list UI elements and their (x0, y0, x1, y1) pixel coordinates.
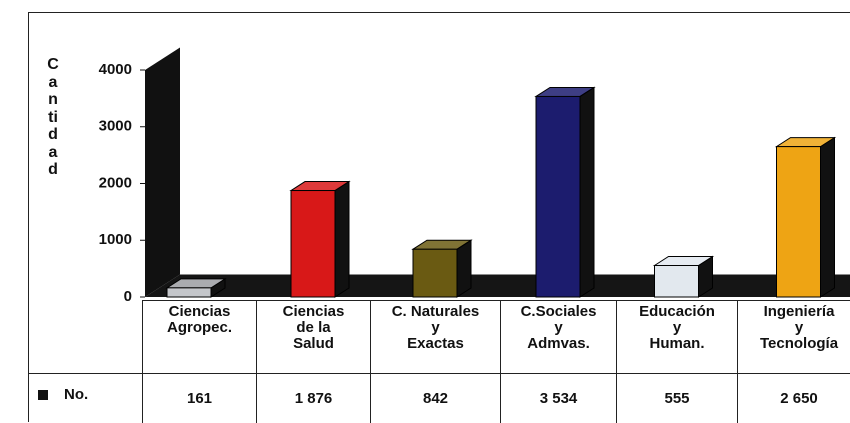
side-wall (145, 47, 180, 297)
value-label: 1 876 (256, 373, 370, 423)
value-label: 555 (616, 373, 737, 423)
legend-label: No. (64, 386, 89, 403)
category-label: Educación y Human. (616, 300, 737, 373)
bar-side (579, 86, 595, 298)
bar (654, 265, 699, 298)
category-label: C.Sociales y Admvas. (500, 300, 616, 373)
category-label: Ciencias de la Salud (256, 300, 370, 373)
bar (412, 248, 458, 298)
category-label: Ingeniería y Tecnología (737, 300, 850, 373)
y-tick-label: 0 (124, 288, 132, 305)
bar (535, 95, 581, 298)
y-tick-label: 1000 (99, 231, 132, 248)
y-axis-label: Cantidad (47, 56, 59, 178)
legend-swatch (38, 389, 48, 400)
bar-side (334, 180, 350, 298)
bar (166, 287, 212, 298)
value-label: 3 534 (500, 373, 616, 423)
y-tick-label: 4000 (99, 61, 132, 78)
value-label: 2 650 (737, 373, 850, 423)
table-corner (28, 373, 142, 423)
bar (776, 146, 821, 298)
bar-side (820, 136, 835, 298)
floor (145, 274, 850, 297)
y-tick-label: 2000 (99, 174, 132, 191)
value-label: 842 (370, 373, 500, 423)
y-tick-label: 3000 (99, 118, 132, 135)
value-label: 161 (142, 373, 256, 423)
legend: No. (38, 386, 88, 403)
bar-side (456, 239, 472, 298)
frame (28, 12, 850, 422)
bar (290, 190, 336, 298)
category-label: Ciencias Agropec. (142, 300, 256, 373)
category-label: C. Naturales y Exactas (370, 300, 500, 373)
